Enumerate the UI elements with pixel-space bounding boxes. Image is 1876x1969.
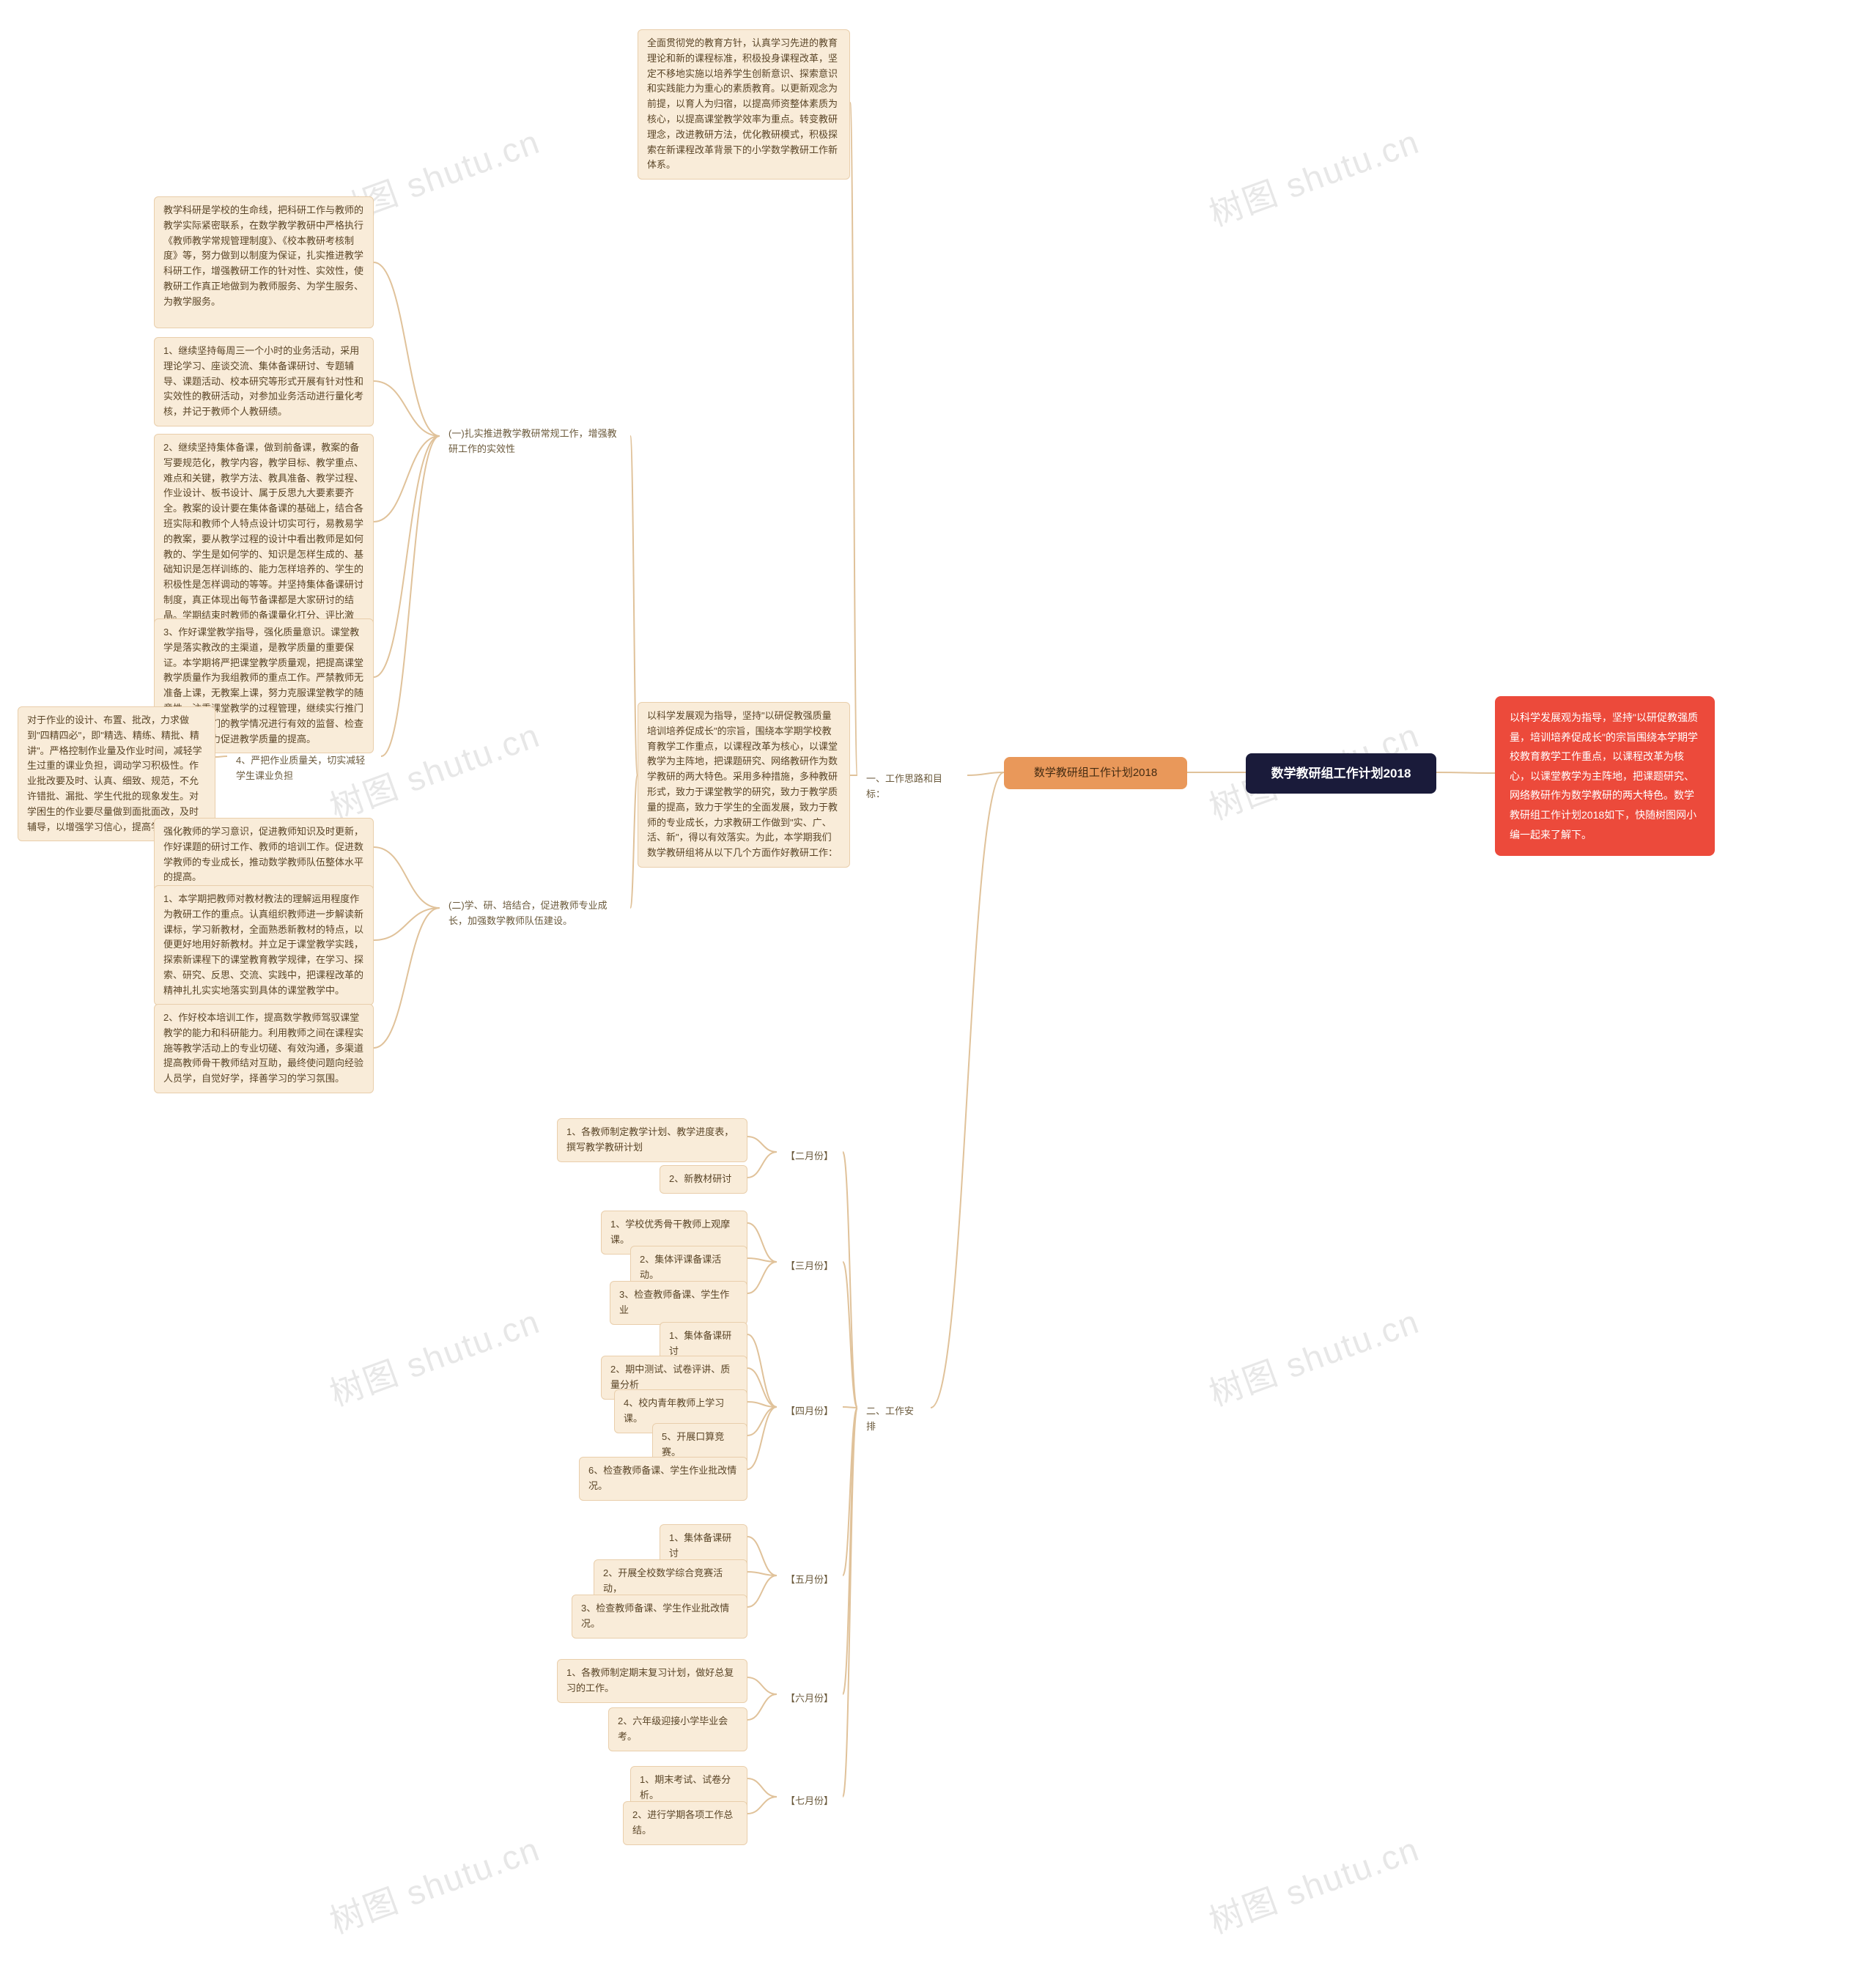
connector xyxy=(747,1223,777,1262)
node-m6[interactable]: 【六月份】 xyxy=(777,1685,843,1713)
connector xyxy=(843,1152,857,1408)
connector xyxy=(747,1537,777,1575)
connector xyxy=(374,847,440,908)
connector xyxy=(843,1408,857,1797)
watermark: 树图 shutu.cn xyxy=(1202,1822,1425,1943)
node-m5_3[interactable]: 3、检查教师备课、学生作业批改情况。 xyxy=(572,1595,747,1639)
connector xyxy=(747,1368,777,1407)
watermark: 树图 shutu.cn xyxy=(1202,115,1425,236)
node-m2_2[interactable]: 2、新教材研讨 xyxy=(660,1165,747,1194)
node-m6_2[interactable]: 2、六年级迎接小学毕业会考。 xyxy=(608,1707,747,1751)
connector xyxy=(374,381,440,436)
node-m2_1[interactable]: 1、各教师制定教学计划、教学进度表，撰写教学教研计划 xyxy=(557,1118,747,1162)
connector xyxy=(967,772,1004,775)
node-m4_6[interactable]: 6、检查教师备课、学生作业批改情况。 xyxy=(579,1457,747,1501)
connector xyxy=(931,772,1004,1408)
node-silu[interactable]: 一、工作思路和目标： xyxy=(857,766,967,808)
node-m4[interactable]: 【四月份】 xyxy=(777,1398,843,1425)
node-leaf5[interactable]: 强化教师的学习意识，促进教师知识及时更新，作好课题的研讨工作、教师的培训工作。促… xyxy=(154,818,374,892)
connector xyxy=(747,1152,777,1178)
connector xyxy=(850,103,857,775)
connector xyxy=(374,908,440,940)
mindmap-canvas: 树图 shutu.cn 树图 shutu.cn 树图 shutu.cn 树图 shut… xyxy=(0,0,1876,1969)
connector xyxy=(747,1572,777,1575)
node-m3[interactable]: 【三月份】 xyxy=(777,1253,843,1280)
node-leaf6[interactable]: 1、本学期把教师对教材教法的理解运用程度作为教研工作的重点。认真组织教师进一步解… xyxy=(154,885,374,1005)
connector xyxy=(374,436,440,522)
connector xyxy=(630,775,638,908)
connector xyxy=(747,1407,777,1469)
connector xyxy=(747,1262,777,1293)
node-m6_1[interactable]: 1、各教师制定期末复习计划，做好总复习的工作。 xyxy=(557,1659,747,1703)
watermark: 树图 shutu.cn xyxy=(1202,1295,1425,1416)
connector xyxy=(747,1402,777,1407)
connector xyxy=(374,262,440,436)
watermark: 树图 shutu.cn xyxy=(322,1295,546,1416)
node-leaf7[interactable]: 2、作好校本培训工作，提高数学教师驾驭课堂教学的能力和科研能力。利用教师之间在课… xyxy=(154,1004,374,1093)
node-m3_3[interactable]: 3、检查教师备课、学生作业 xyxy=(610,1281,747,1325)
node-red[interactable]: 以科学发展观为指导，坚持"以研促教强质量，培训培养促成长"的宗旨围绕本学期学校教… xyxy=(1495,696,1715,856)
connector xyxy=(843,1408,857,1694)
node-yi2[interactable]: (二)学、研、培结合，促进教师专业成长，加强数学教师队伍建设。 xyxy=(440,893,630,935)
connector xyxy=(843,1408,857,1575)
connector xyxy=(215,756,227,757)
connector xyxy=(374,908,440,1048)
node-orange[interactable]: 数学教研组工作计划2018 xyxy=(1004,757,1187,789)
node-m7_2[interactable]: 2、进行学期各项工作总结。 xyxy=(623,1801,747,1845)
connector xyxy=(374,436,440,677)
connector xyxy=(747,1407,777,1436)
node-m5[interactable]: 【五月份】 xyxy=(777,1567,843,1594)
node-anpai[interactable]: 二、工作安排 xyxy=(857,1398,931,1441)
connector xyxy=(843,1262,857,1408)
node-root[interactable]: 数学教研组工作计划2018 xyxy=(1246,753,1436,794)
watermark: 树图 shutu.cn xyxy=(322,1822,546,1943)
node-yi1[interactable]: (一)扎实推进教学教研常规工作，增强教研工作的实效性 xyxy=(440,421,630,463)
connector xyxy=(1436,772,1495,773)
node-zongzhi[interactable]: 以科学发展观为指导，坚持"以研促教强质量 培训培养促成长"的宗旨，围绕本学期学校… xyxy=(638,702,850,868)
connector xyxy=(747,1778,777,1797)
connector xyxy=(747,1677,777,1694)
node-m2[interactable]: 【二月份】 xyxy=(777,1143,843,1170)
node-m7[interactable]: 【七月份】 xyxy=(777,1788,843,1815)
connector xyxy=(381,436,440,756)
connector xyxy=(747,1694,777,1720)
node-leaf2[interactable]: 2、继续坚持集体备课，做到前备课，教案的备写要规范化，教学内容，教学目标、教学重… xyxy=(154,434,374,645)
connector xyxy=(630,436,638,775)
node-leaf4[interactable]: 4、严把作业质量关，切实减轻学生课业负担 xyxy=(227,747,381,790)
connector xyxy=(747,1137,777,1152)
node-leaf0[interactable]: 教学科研是学校的生命线，把科研工作与教师的教学实际紧密联系，在数学教学教研中严格… xyxy=(154,196,374,328)
node-leaf1[interactable]: 1、继续坚持每周三一个小时的业务活动，采用理论学习、座谈交流、集体备课研讨、专题… xyxy=(154,337,374,426)
connector xyxy=(747,1258,777,1262)
connector xyxy=(747,1797,777,1814)
connector xyxy=(747,1334,777,1407)
connector xyxy=(747,1575,777,1607)
node-guanche[interactable]: 全面贯彻党的教育方针，认真学习先进的教育理论和新的课程标准，积极投身课程改革，坚… xyxy=(638,29,850,180)
connector xyxy=(843,1407,857,1408)
